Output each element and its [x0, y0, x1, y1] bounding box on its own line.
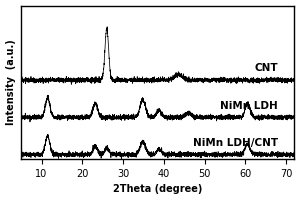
Text: NiMn LDH: NiMn LDH: [220, 101, 278, 111]
Text: NiMn LDH/CNT: NiMn LDH/CNT: [193, 138, 278, 148]
Text: CNT: CNT: [254, 63, 278, 73]
X-axis label: 2Theta (degree): 2Theta (degree): [113, 184, 202, 194]
Y-axis label: Intensity  (a.u.): Intensity (a.u.): [6, 39, 16, 125]
